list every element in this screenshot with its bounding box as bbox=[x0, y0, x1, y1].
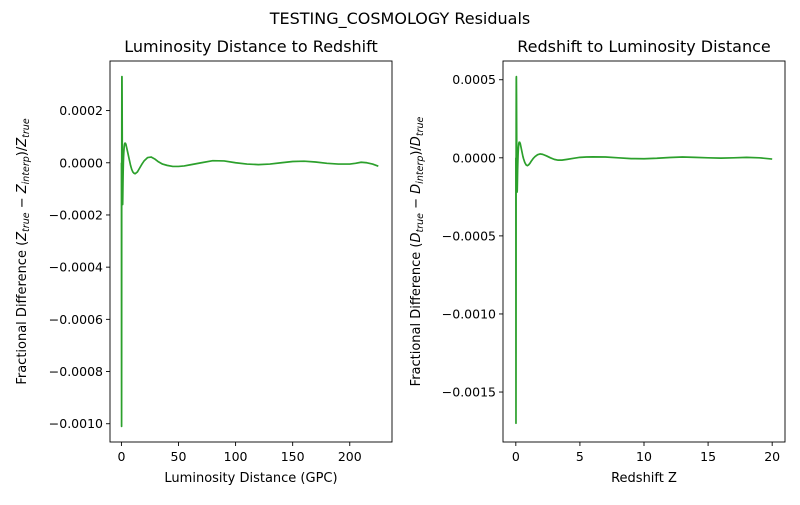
right-subplot-y-tick-label: −0.0010 bbox=[442, 306, 496, 321]
left-subplot-x-tick-label: 150 bbox=[281, 449, 305, 464]
left-subplot-x-axis-label: Luminosity Distance (GPC) bbox=[164, 471, 337, 486]
figure-title: TESTING_COSMOLOGY Residuals bbox=[269, 9, 531, 29]
right-subplot-x-axis-label: Redshift Z bbox=[611, 471, 677, 486]
left-subplot-y-axis-label: Fractional Difference (Ztrue − Zinterp)/… bbox=[15, 118, 32, 384]
left-subplot-title: Luminosity Distance to Redshift bbox=[124, 37, 377, 56]
right-subplot-y-tick-label: −0.0015 bbox=[442, 385, 496, 400]
left-subplot-series-line bbox=[120, 75, 379, 428]
right-subplot-x-tick-label: 5 bbox=[576, 449, 584, 464]
right-subplot-y-axis-label: Fractional Difference (Dtrue − Dinterp)/… bbox=[409, 117, 426, 387]
right-subplot-axes-frame bbox=[502, 60, 786, 443]
right-subplot-x-tick-label: 0 bbox=[512, 449, 520, 464]
right-subplot-y-tick-label: 0.0000 bbox=[452, 150, 496, 165]
right-subplot-x-tick-label: 20 bbox=[764, 449, 780, 464]
left-subplot-y-tick-label: 0.0002 bbox=[59, 103, 103, 118]
left-subplot-y-tick-label: −0.0002 bbox=[49, 207, 103, 222]
left-subplot: Luminosity Distance to Redshift 0 50 100 150… bbox=[15, 37, 393, 486]
left-subplot-x-tick-label: 0 bbox=[117, 449, 125, 464]
right-subplot-x-tick-label: 10 bbox=[636, 449, 652, 464]
left-subplot-y-tick-label: −0.0006 bbox=[49, 312, 103, 327]
left-subplot-y-tick-label: −0.0004 bbox=[49, 260, 103, 275]
right-subplot-title: Redshift to Luminosity Distance bbox=[517, 37, 770, 56]
left-subplot-y-tick-label: 0.0000 bbox=[59, 155, 103, 170]
right-subplot: Redshift to Luminosity Distance 0 5 10 15 20 −… bbox=[409, 37, 786, 486]
right-subplot-series-line bbox=[515, 75, 773, 425]
left-subplot-x-tick-label: 50 bbox=[171, 449, 187, 464]
right-subplot-y-tick-label: −0.0005 bbox=[442, 228, 496, 243]
left-subplot-y-tick-label: −0.0008 bbox=[49, 364, 103, 379]
right-subplot-y-tick-label: 0.0005 bbox=[452, 72, 496, 87]
left-subplot-axes-frame bbox=[109, 60, 393, 443]
left-subplot-x-tick-label: 100 bbox=[224, 449, 248, 464]
left-subplot-y-tick-label: −0.0010 bbox=[49, 416, 103, 431]
left-subplot-x-tick-label: 200 bbox=[338, 449, 362, 464]
right-subplot-x-tick-label: 15 bbox=[700, 449, 716, 464]
